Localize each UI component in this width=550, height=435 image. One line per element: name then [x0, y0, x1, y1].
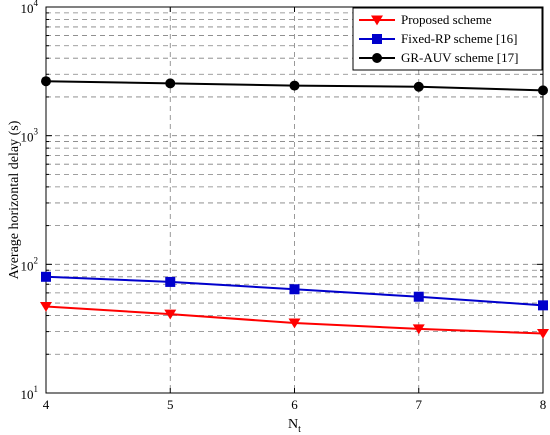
- series-0: [40, 302, 549, 339]
- data-point: [41, 76, 51, 87]
- data-point: [164, 309, 177, 320]
- x-tick-label: 8: [540, 397, 547, 412]
- x-tick-label: 6: [291, 397, 298, 412]
- data-point: [413, 291, 424, 302]
- legend-marker: [371, 15, 383, 26]
- legend-label: GR-AUV scheme [17]: [401, 50, 518, 65]
- legend-marker: [372, 34, 382, 44]
- y-tick-label: 103: [21, 127, 39, 145]
- series-2: [41, 76, 548, 96]
- x-tick-label: 7: [416, 397, 423, 412]
- legend: Proposed scheme Fixed-RP scheme [16] GR-AU…: [352, 7, 543, 71]
- series-1: [41, 271, 548, 311]
- y-tick-label: 104: [21, 0, 39, 16]
- axis-ticks: 4 5 6 7 8 101 102 103 104: [21, 0, 547, 412]
- data-point: [412, 324, 425, 335]
- y-axis-title: Average horizontal delay (s): [7, 120, 22, 279]
- data-point: [288, 318, 301, 329]
- x-axis-title: Nt: [288, 417, 301, 435]
- series-layer: [40, 76, 549, 339]
- x-tick-label: 5: [167, 397, 174, 412]
- data-point: [537, 329, 549, 339]
- data-point: [413, 81, 424, 92]
- y-tick-label: 102: [21, 255, 39, 273]
- data-point: [538, 85, 548, 96]
- data-point: [165, 78, 176, 89]
- legend-label: Fixed-RP scheme [16]: [401, 31, 518, 46]
- data-point: [289, 80, 300, 91]
- legend-label: Proposed scheme: [401, 12, 492, 27]
- data-point: [538, 300, 548, 311]
- x-tick-label: 4: [43, 397, 50, 412]
- data-point: [165, 276, 176, 287]
- data-point: [40, 302, 52, 312]
- y-tick-label: 101: [21, 384, 39, 402]
- legend-marker: [372, 53, 382, 63]
- data-point: [289, 284, 300, 295]
- data-point: [41, 271, 51, 282]
